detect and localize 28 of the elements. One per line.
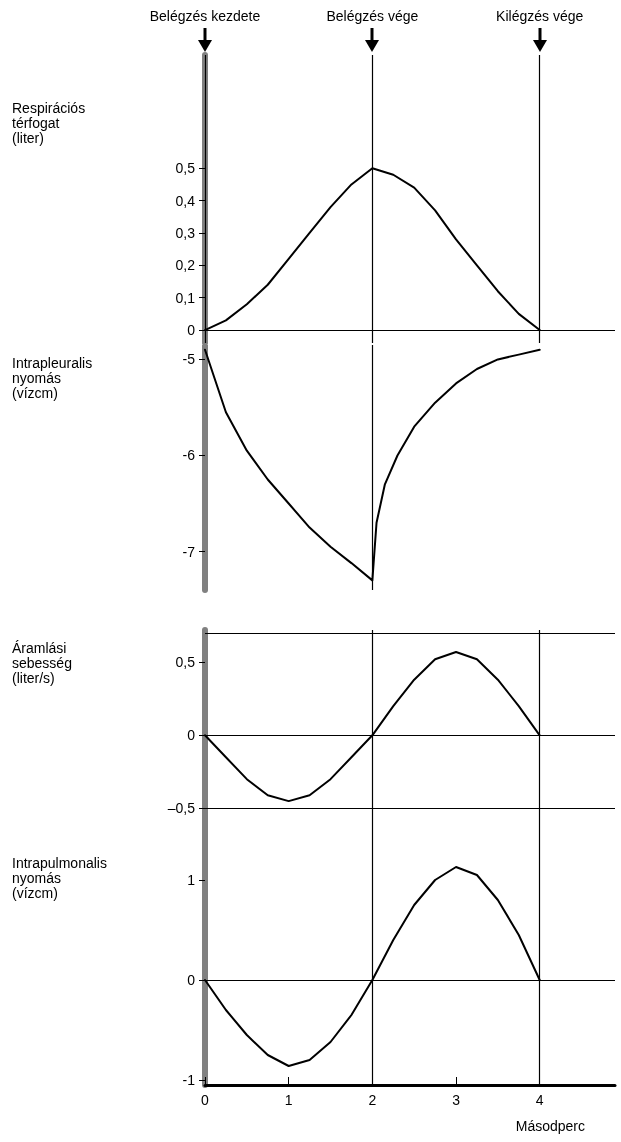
- y-tick-label: 0,3: [175, 224, 196, 241]
- ref-line-label: Belégzés vége: [326, 8, 419, 24]
- y-tick-label: 0: [187, 727, 196, 744]
- y-axis-title: Intrapleuralis nyomás (vízcm): [12, 354, 93, 401]
- y-tick-label: 0,4: [175, 192, 196, 209]
- x-tick-label: 3: [452, 1092, 461, 1108]
- y-tick-label: 0,5: [175, 654, 196, 671]
- ref-line-label: Kilégzés vége: [496, 8, 584, 24]
- x-tick-label: 1: [284, 1092, 293, 1108]
- y-tick-label: 0,1: [175, 289, 196, 306]
- y-tick-label: -6: [182, 447, 196, 464]
- y-tick-label: 0,2: [175, 257, 196, 274]
- y-tick-label: -7: [182, 543, 196, 560]
- x-axis-title: Másodperc: [515, 1118, 585, 1134]
- y-axis-title: Intrapulmonalis nyomás (vízcm): [12, 854, 107, 901]
- x-tick-label: 2: [368, 1092, 377, 1108]
- ref-line-label: Belégzés kezdete: [149, 8, 261, 24]
- y-tick-label: 0,5: [175, 160, 196, 177]
- y-tick-label: –0,5: [167, 800, 196, 817]
- y-tick-label: -5: [182, 351, 196, 368]
- x-tick-label: 4: [535, 1092, 544, 1108]
- y-axis-title: Respirációs térfogat (liter): [12, 99, 86, 146]
- y-tick-label: -1: [182, 1072, 196, 1088]
- y-tick-label: 0: [187, 322, 196, 339]
- y-tick-label: 1: [187, 872, 196, 888]
- x-tick-label: 0: [201, 1092, 210, 1108]
- y-axis-title: Áramlási sebesség (liter/s): [12, 639, 72, 686]
- y-tick-label: 0: [187, 972, 196, 988]
